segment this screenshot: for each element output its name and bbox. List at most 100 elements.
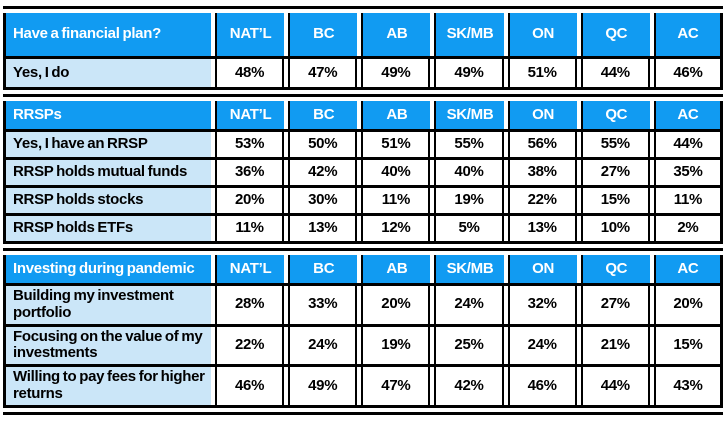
value-cell: 40% (434, 160, 504, 185)
section-title: Have a financial plan? (3, 13, 211, 56)
value-cell: 46% (215, 367, 285, 405)
column-header: AB (361, 255, 431, 283)
value-cell: 22% (507, 188, 577, 213)
table-row: Yes, I do 48% 47% 49% 49% 51% 44% 46% (3, 59, 723, 90)
row-label: RRSP holds mutual funds (3, 160, 211, 185)
row-label: Focusing on the value of my investments (3, 326, 211, 365)
column-header: ON (507, 255, 577, 283)
table-row: Focusing on the value of my investments 2… (3, 326, 723, 368)
value-cell: 49% (361, 59, 431, 87)
value-cell: 5% (434, 216, 504, 241)
value-cell: 24% (434, 286, 504, 324)
column-header: BC (288, 101, 358, 129)
row-label: Yes, I have an RRSP (3, 132, 211, 157)
column-header: AC (653, 101, 723, 129)
value-cell: 15% (580, 188, 650, 213)
value-cell: 55% (434, 132, 504, 157)
value-cell: 11% (361, 188, 431, 213)
value-cell: 51% (361, 132, 431, 157)
column-header: AC (653, 13, 723, 56)
section-title: Investing during pandemic (3, 255, 211, 283)
value-cell: 10% (580, 216, 650, 241)
value-cell: 30% (288, 188, 358, 213)
divider (3, 94, 723, 97)
value-cell: 56% (507, 132, 577, 157)
table-row: Willing to pay fees for higher returns 46… (3, 367, 723, 408)
value-cell: 11% (653, 188, 723, 213)
column-header: BC (288, 13, 358, 56)
value-cell: 49% (434, 59, 504, 87)
table-section: Have a financial plan? NAT’L BC AB SK/MB ON QC… (3, 13, 723, 90)
value-cell: 13% (507, 216, 577, 241)
row-label: Building my investment portfolio (3, 286, 211, 324)
table-row: RRSP holds stocks 20% 30% 11% 19% 22% 15% 11% (3, 188, 723, 216)
column-header: NAT’L (215, 13, 285, 56)
value-cell: 25% (434, 326, 504, 365)
value-cell: 21% (580, 326, 650, 365)
value-cell: 20% (653, 286, 723, 324)
value-cell: 28% (215, 286, 285, 324)
column-header: AB (361, 101, 431, 129)
column-header: NAT’L (215, 101, 285, 129)
value-cell: 12% (361, 216, 431, 241)
value-cell: 42% (434, 367, 504, 405)
row-label: RRSP holds stocks (3, 188, 211, 213)
column-header: BC (288, 255, 358, 283)
value-cell: 27% (580, 286, 650, 324)
value-cell: 43% (653, 367, 723, 405)
value-cell: 11% (215, 216, 285, 241)
table-row: RRSP holds mutual funds 36% 42% 40% 40% 38% 27… (3, 160, 723, 188)
divider (3, 6, 723, 9)
value-cell: 35% (653, 160, 723, 185)
table-section: RRSPs NAT’L BC AB SK/MB ON QC AC Yes, I have an … (3, 101, 723, 244)
column-header: SK/MB (434, 255, 504, 283)
value-cell: 13% (288, 216, 358, 241)
column-header: QC (580, 101, 650, 129)
column-header: NAT’L (215, 255, 285, 283)
value-cell: 51% (507, 59, 577, 87)
column-header: SK/MB (434, 13, 504, 56)
column-header: AC (653, 255, 723, 283)
row-label: Willing to pay fees for higher returns (3, 367, 211, 405)
value-cell: 50% (288, 132, 358, 157)
value-cell: 22% (215, 326, 285, 365)
divider (3, 411, 723, 415)
value-cell: 15% (653, 326, 723, 365)
value-cell: 38% (507, 160, 577, 185)
value-cell: 36% (215, 160, 285, 185)
table-row: RRSP holds ETFs 11% 13% 12% 5% 13% 10% 2% (3, 216, 723, 244)
value-cell: 44% (580, 367, 650, 405)
value-cell: 19% (361, 326, 431, 365)
row-label: Yes, I do (3, 59, 211, 87)
value-cell: 19% (434, 188, 504, 213)
section-title: RRSPs (3, 101, 211, 129)
value-cell: 55% (580, 132, 650, 157)
value-cell: 2% (653, 216, 723, 241)
value-cell: 33% (288, 286, 358, 324)
header-row: Have a financial plan? NAT’L BC AB SK/MB ON QC… (3, 13, 723, 59)
column-header: AB (361, 13, 431, 56)
value-cell: 20% (361, 286, 431, 324)
header-row: RRSPs NAT’L BC AB SK/MB ON QC AC (3, 101, 723, 132)
value-cell: 48% (215, 59, 285, 87)
value-cell: 44% (580, 59, 650, 87)
value-cell: 24% (507, 326, 577, 365)
table-row: Yes, I have an RRSP 53% 50% 51% 55% 56% 55% 44% (3, 132, 723, 160)
value-cell: 20% (215, 188, 285, 213)
column-header: ON (507, 101, 577, 129)
value-cell: 46% (507, 367, 577, 405)
value-cell: 47% (361, 367, 431, 405)
column-header: QC (580, 13, 650, 56)
value-cell: 32% (507, 286, 577, 324)
value-cell: 53% (215, 132, 285, 157)
value-cell: 49% (288, 367, 358, 405)
value-cell: 47% (288, 59, 358, 87)
table-section: Investing during pandemic NAT’L BC AB SK/MB O… (3, 255, 723, 408)
value-cell: 40% (361, 160, 431, 185)
row-label: RRSP holds ETFs (3, 216, 211, 241)
column-header: SK/MB (434, 101, 504, 129)
value-cell: 44% (653, 132, 723, 157)
header-row: Investing during pandemic NAT’L BC AB SK/MB O… (3, 255, 723, 286)
value-cell: 24% (288, 326, 358, 365)
